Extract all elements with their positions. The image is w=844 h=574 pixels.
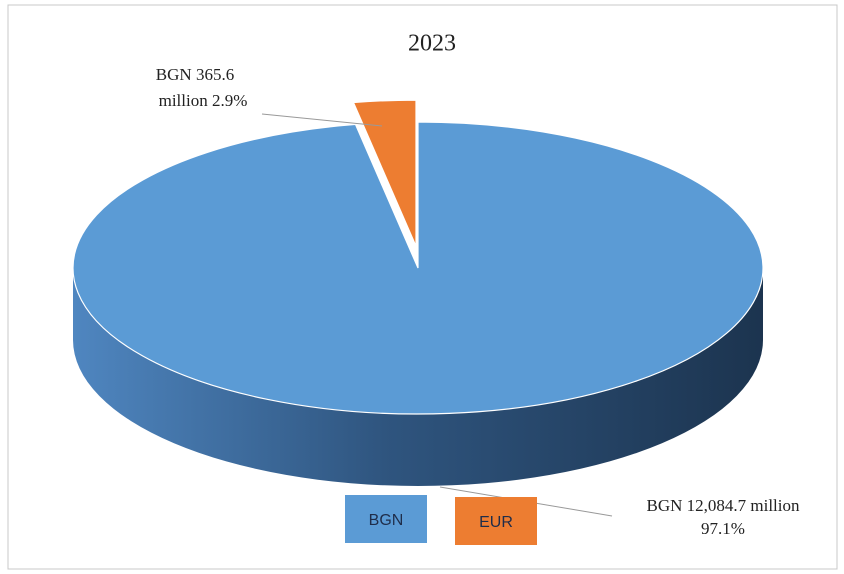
data-label: BGN 12,084.7 million bbox=[646, 496, 800, 515]
legend-swatch bbox=[455, 497, 537, 545]
legend-label: EUR bbox=[479, 514, 513, 531]
pie-side bbox=[73, 268, 763, 486]
data-label: million 2.9% bbox=[159, 91, 248, 110]
legend-swatch bbox=[345, 495, 427, 543]
data-label: BGN 365.6 bbox=[156, 65, 234, 84]
data-label: 97.1% bbox=[701, 519, 745, 538]
chart-title: 2023 bbox=[408, 31, 456, 57]
leader-line bbox=[261, 113, 383, 127]
legend-label: BGN bbox=[369, 512, 404, 529]
pie-slice bbox=[72, 121, 764, 415]
pie-slice bbox=[352, 99, 417, 247]
